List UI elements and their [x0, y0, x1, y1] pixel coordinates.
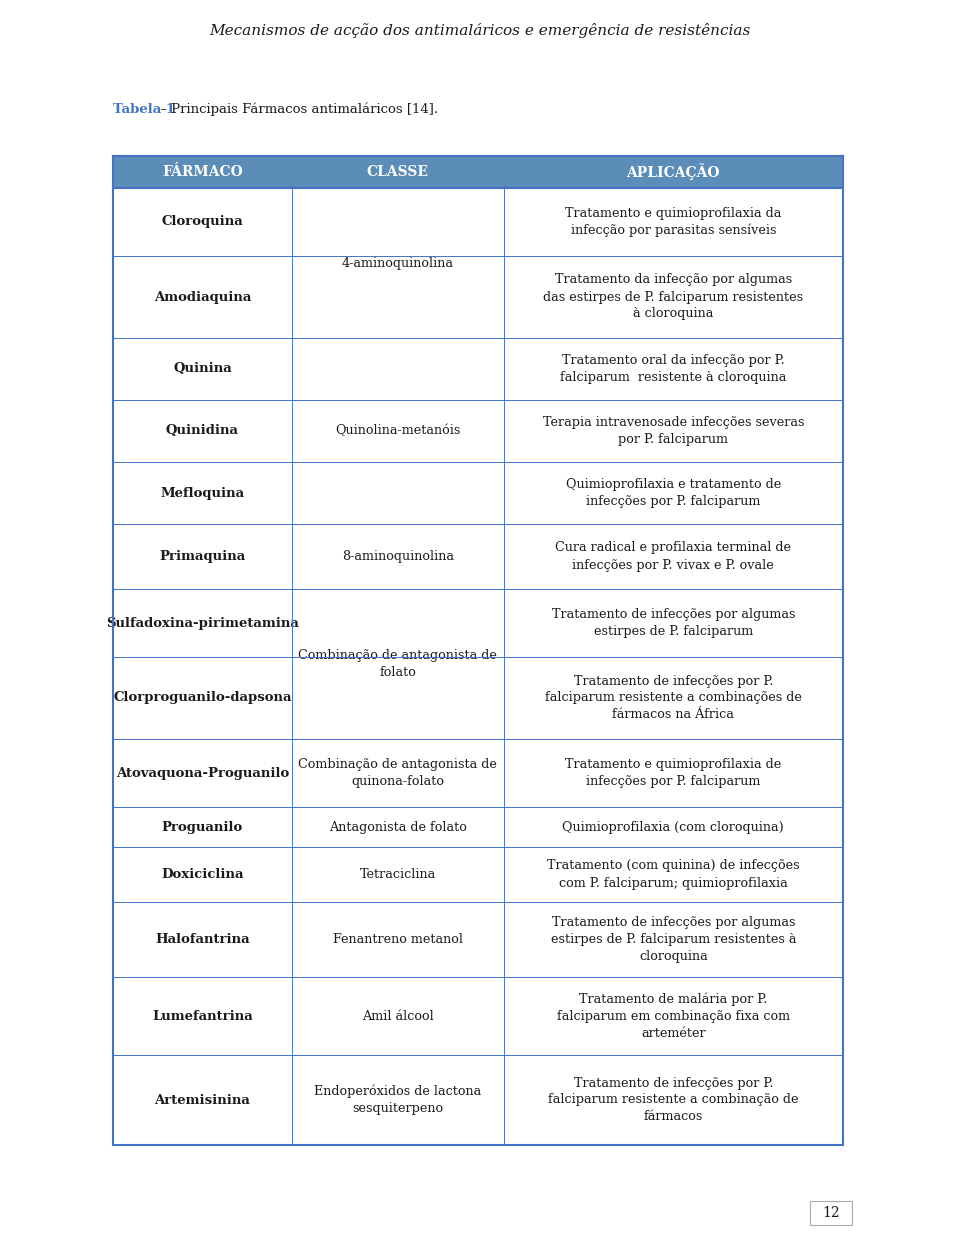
Text: Lumefantrina: Lumefantrina	[152, 1010, 252, 1022]
Text: Artemisinina: Artemisinina	[155, 1093, 251, 1106]
Text: Tratamento de infecções por algumas
estirpes de P. falciparum resistentes à
clor: Tratamento de infecções por algumas esti…	[550, 916, 796, 963]
Bar	[113, 156, 843, 188]
Text: Cura radical e profilaxia terminal de
infecções por P. vivax e P. ovale: Cura radical e profilaxia terminal de in…	[555, 542, 791, 572]
Text: Tratamento de infecções por P.
falciparum resistente a combinações de
fármacos n: Tratamento de infecções por P. falciparu…	[545, 674, 802, 722]
Text: Tratamento e quimioprofilaxia da
infecção por parasitas sensíveis: Tratamento e quimioprofilaxia da infecçã…	[565, 206, 781, 238]
Text: Atovaquona-Proguanilo: Atovaquona-Proguanilo	[116, 767, 289, 779]
Text: FÁRMACO: FÁRMACO	[162, 165, 243, 179]
Text: CLASSE: CLASSE	[367, 165, 429, 179]
Text: Quinolina-metanóis: Quinolina-metanóis	[335, 424, 461, 438]
Text: Mefloquina: Mefloquina	[160, 487, 245, 499]
Text: 8-aminoquinolina: 8-aminoquinolina	[342, 550, 454, 563]
Text: Sulfadoxina-pirimetamina: Sulfadoxina-pirimetamina	[106, 617, 299, 629]
Text: Clorproguanilo-dapsona: Clorproguanilo-dapsona	[113, 692, 292, 704]
Text: Tratamento da infecção por algumas
das estirpes de P. falciparum resistentes
à c: Tratamento da infecção por algumas das e…	[543, 274, 804, 320]
Text: Antagonista de folato: Antagonista de folato	[328, 821, 467, 833]
Text: – Principais Fármacos antimaláricos [14].: – Principais Fármacos antimaláricos [14]…	[156, 103, 438, 116]
Text: Terapia intravenosade infecções severas
por P. falciparum: Terapia intravenosade infecções severas …	[542, 417, 804, 447]
Text: Halofantrina: Halofantrina	[156, 933, 250, 946]
Text: Quinina: Quinina	[173, 363, 231, 375]
Text: Quimioprofilaxia (com cloroquina): Quimioprofilaxia (com cloroquina)	[563, 821, 784, 833]
Text: Tratamento de infecções por algumas
estirpes de P. falciparum: Tratamento de infecções por algumas esti…	[552, 608, 795, 638]
Text: Fenantreno metanol: Fenantreno metanol	[333, 933, 463, 946]
Text: Quimioprofilaxia e tratamento de
infecções por P. falciparum: Quimioprofilaxia e tratamento de infecçõ…	[565, 478, 780, 508]
Bar	[810, 1201, 852, 1225]
Text: Proguanilo: Proguanilo	[162, 821, 243, 833]
Text: Combinação de antagonista de
quinona-folato: Combinação de antagonista de quinona-fol…	[299, 758, 497, 788]
Text: Cloroquina: Cloroquina	[161, 215, 243, 229]
Text: Tratamento de malária por P.
falciparum em combinação fixa com
arteméter: Tratamento de malária por P. falciparum …	[557, 992, 790, 1040]
Text: Tabela 1: Tabela 1	[113, 103, 175, 116]
Text: Tetraciclina: Tetraciclina	[360, 868, 436, 881]
Text: Doxiciclina: Doxiciclina	[161, 868, 244, 881]
Text: Primaquina: Primaquina	[159, 550, 246, 563]
Text: Tratamento e quimioprofilaxia de
infecções por P. falciparum: Tratamento e quimioprofilaxia de infecçõ…	[565, 758, 781, 788]
Bar	[113, 188, 843, 1145]
Text: 4-aminoquinolina: 4-aminoquinolina	[342, 256, 454, 269]
Text: Tratamento de infecções por P.
falciparum resistente a combinação de
fármacos: Tratamento de infecções por P. falciparu…	[548, 1077, 799, 1123]
Text: APLICAÇÃO: APLICAÇÃO	[627, 164, 720, 180]
Text: 12: 12	[822, 1206, 840, 1220]
Text: Amil álcool: Amil álcool	[362, 1010, 434, 1022]
Text: Mecanismos de acção dos antimaláricos e emergência de resistências: Mecanismos de acção dos antimaláricos e …	[209, 23, 751, 38]
Text: Tratamento (com quinina) de infecções
com P. falciparum; quimioprofilaxia: Tratamento (com quinina) de infecções co…	[547, 859, 800, 889]
Text: Endoperóxidos de lactona
sesquiterpeno: Endoperóxidos de lactona sesquiterpeno	[314, 1085, 481, 1115]
Text: Tratamento oral da infecção por P.
falciparum  resistente à cloroquina: Tratamento oral da infecção por P. falci…	[560, 354, 786, 384]
Text: Combinação de antagonista de
folato: Combinação de antagonista de folato	[299, 649, 497, 679]
Text: Amodiaquina: Amodiaquina	[154, 290, 252, 304]
Text: Quinidina: Quinidina	[166, 424, 239, 438]
